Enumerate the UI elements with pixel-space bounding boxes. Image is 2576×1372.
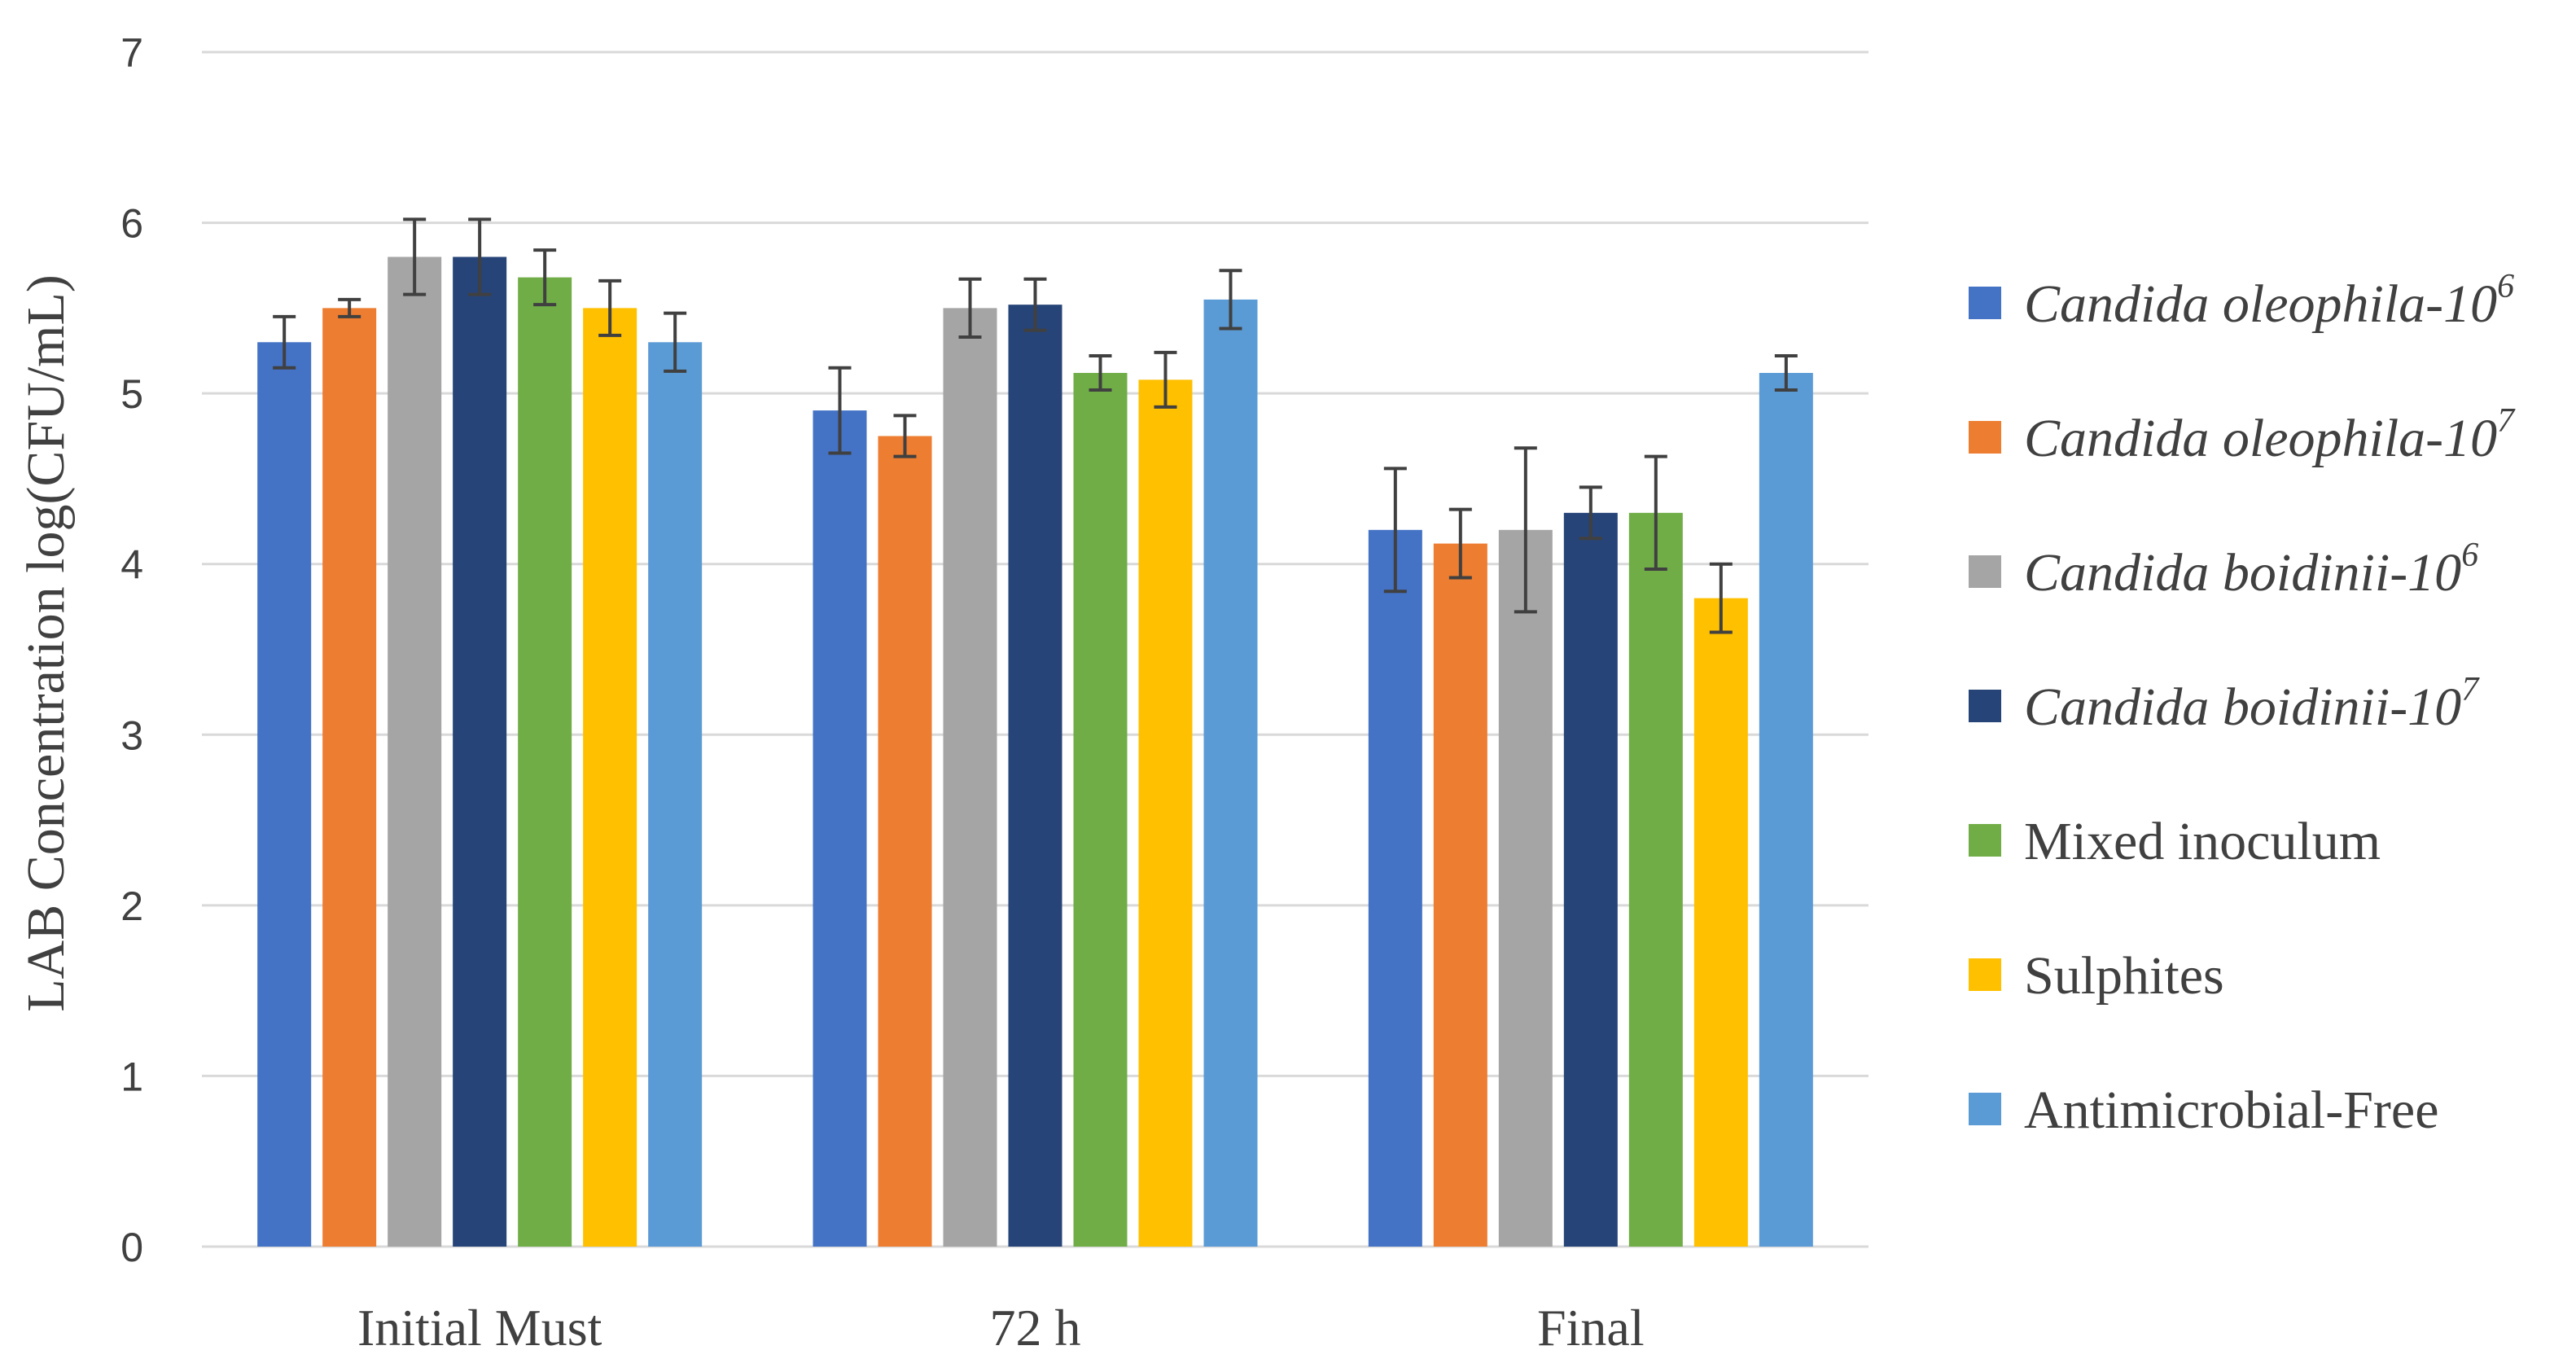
bar-2-0 [1368, 529, 1422, 1247]
x-category-label: 72 h [990, 1299, 1081, 1357]
bar-0-1 [322, 308, 377, 1247]
x-category-label: Final [1537, 1299, 1645, 1357]
legend-item-3: Candida boidinii-107 [1969, 671, 2480, 737]
bar-0-2 [388, 256, 442, 1247]
legend: Candida oleophila-106 Candida oleophila-1… [1969, 268, 2516, 1140]
error-bar-2-0 [1383, 467, 1407, 594]
legend-swatch [1969, 555, 2001, 588]
error-bars [273, 217, 1798, 634]
error-bar-2-2 [1514, 446, 1537, 614]
y-tick-label: 7 [120, 30, 143, 76]
y-tick-label: 6 [120, 201, 143, 247]
error-bar-1-4 [1089, 354, 1112, 392]
y-tick-label: 2 [120, 883, 143, 929]
x-category-labels: Initial Must 72 h Final [357, 1299, 1645, 1357]
error-bar-2-1 [1448, 507, 1472, 580]
legend-label: Candida boidinii-107 [2024, 671, 2480, 737]
bar-2-5 [1693, 598, 1748, 1247]
error-bar-0-6 [664, 311, 687, 373]
bar-0-3 [453, 256, 507, 1247]
y-tick-label: 4 [120, 542, 143, 588]
legend-item-1: Candida oleophila-107 [1969, 402, 2516, 468]
bar-1-6 [1203, 299, 1258, 1247]
legend-swatch [1969, 690, 2001, 722]
bar-2-4 [1628, 512, 1683, 1247]
bar-0-4 [518, 277, 572, 1247]
error-bar-1-5 [1154, 350, 1177, 409]
y-tick-label: 3 [120, 712, 143, 758]
error-bar-1-6 [1219, 269, 1242, 331]
legend-item-6: Antimicrobial-Free [1969, 1081, 2439, 1140]
legend-exponent: 7 [2461, 671, 2480, 708]
y-axis-title: LAB Concentration log(CFU/mL) [16, 274, 76, 1012]
error-bar-1-0 [828, 366, 852, 455]
y-tick-label: 1 [120, 1054, 143, 1099]
legend-item-4: Mixed inoculum [1969, 812, 2381, 871]
legend-item-2: Candida boidinii-106 [1969, 537, 2478, 603]
bar-0-6 [648, 342, 703, 1247]
error-bar-0-5 [598, 278, 622, 337]
bar-2-2 [1498, 529, 1553, 1247]
error-bar-2-4 [1644, 454, 1667, 572]
bar-1-0 [813, 410, 867, 1247]
legend-exponent: 7 [2497, 402, 2516, 440]
bar-0-5 [583, 308, 637, 1247]
bars [257, 256, 1813, 1247]
bar-1-1 [878, 436, 932, 1247]
error-bar-1-3 [1023, 277, 1047, 332]
error-bar-2-5 [1709, 562, 1733, 634]
bar-2-1 [1433, 543, 1487, 1247]
bar-2-3 [1563, 512, 1618, 1247]
error-bar-1-1 [893, 414, 917, 458]
legend-exponent: 6 [2461, 537, 2478, 574]
error-bar-0-1 [338, 297, 361, 318]
legend-label: Candida oleophila-107 [2024, 402, 2516, 468]
legend-label: Sulphites [2024, 946, 2224, 1006]
legend-item-0: Candida oleophila-106 [1969, 268, 2514, 334]
bar-2-6 [1759, 372, 1813, 1247]
legend-label: Candida boidinii-106 [2024, 537, 2478, 603]
legend-label: Candida oleophila-106 [2024, 268, 2514, 334]
y-tick-label: 5 [120, 371, 143, 417]
error-bar-0-2 [403, 217, 427, 296]
legend-label: Mixed inoculum [2024, 812, 2381, 871]
legend-swatch [1969, 421, 2001, 454]
error-bar-2-3 [1579, 485, 1602, 541]
x-category-label: Initial Must [357, 1299, 602, 1357]
legend-swatch [1969, 1093, 2001, 1125]
error-bar-0-3 [468, 217, 492, 296]
legend-item-5: Sulphites [1969, 946, 2224, 1006]
bar-1-5 [1138, 379, 1193, 1247]
y-tick-label: 0 [120, 1225, 143, 1270]
legend-label: Antimicrobial-Free [2024, 1081, 2439, 1140]
legend-swatch [1969, 958, 2001, 991]
error-bar-1-2 [958, 277, 982, 339]
error-bar-0-4 [533, 248, 557, 307]
error-bar-2-6 [1774, 354, 1798, 392]
error-bar-0-0 [273, 314, 296, 370]
bar-1-2 [943, 308, 997, 1247]
legend-swatch [1969, 824, 2001, 857]
legend-exponent: 6 [2497, 268, 2514, 305]
y-tick-labels: 0 1 2 3 4 5 6 7 [120, 30, 143, 1270]
legend-swatch [1969, 287, 2001, 319]
bar-1-3 [1008, 305, 1062, 1247]
bar-0-0 [257, 342, 312, 1247]
bar-1-4 [1073, 372, 1128, 1247]
